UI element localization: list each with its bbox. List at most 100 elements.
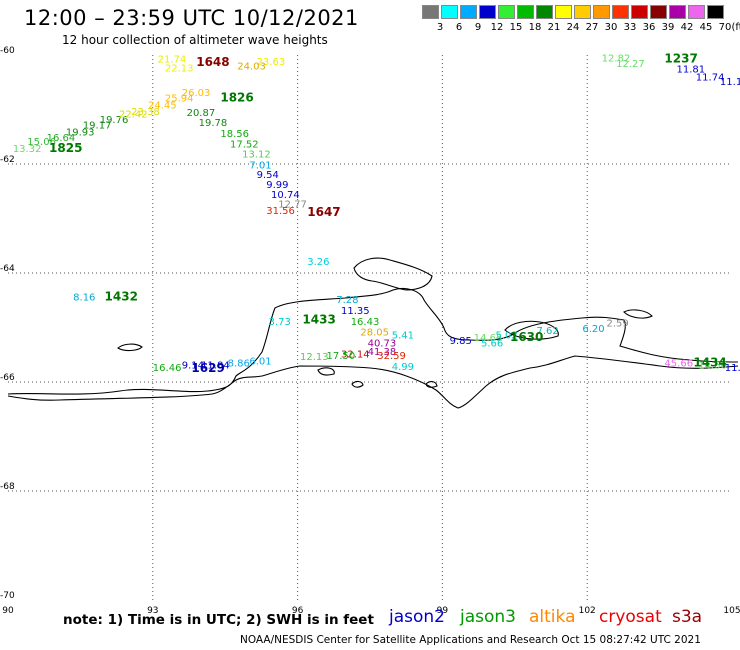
wave-height-label: 11.74 — [696, 73, 725, 84]
scale-swatch — [688, 5, 705, 19]
island-e — [351, 380, 364, 388]
island-d — [317, 367, 335, 376]
wave-height-observations: 13.3215.0616.6419.9319.1719.7622.4223.38… — [13, 54, 740, 375]
wave-height-label: 26.03 — [182, 88, 211, 99]
island-a — [117, 343, 143, 352]
wave-height-label: 3.26 — [307, 257, 329, 268]
legend-jason2: jason2 — [389, 607, 445, 627]
scale-swatch — [612, 5, 629, 19]
legend-altika: altika — [529, 607, 576, 627]
wave-height-label: 8.16 — [73, 292, 95, 303]
lat-tick-label: -68 — [0, 482, 15, 492]
wave-height-label: 8.86 — [228, 359, 250, 370]
scale-label: 18 — [528, 22, 542, 33]
scale-swatch — [555, 5, 572, 19]
scale-label: 45 — [699, 22, 713, 33]
scale-label: 70 — [718, 22, 732, 33]
wave-height-label: 16.46 — [153, 363, 182, 374]
scale-label: 6 — [455, 22, 463, 33]
wave-height-label: 7.28 — [336, 295, 358, 306]
wave-height-label: 40.73 — [368, 339, 397, 350]
lon-tick-label: 105 — [723, 606, 740, 616]
pass-time-label: 1630 — [510, 330, 543, 344]
wave-height-label: 6.20 — [582, 324, 604, 335]
scale-label: 27 — [585, 22, 599, 33]
coastline — [7, 257, 739, 409]
wave-height-label: 11.84 — [201, 360, 230, 371]
wave-height-label: 24.03 — [237, 62, 266, 73]
wave-height-label: 22.42 — [119, 110, 148, 121]
wave-height-label: 22.13 — [165, 63, 194, 74]
scale-swatch — [479, 5, 496, 19]
pass-time-label: 1826 — [220, 90, 253, 104]
wave-height-label: 2.59 — [607, 318, 629, 329]
wave-height-label: 14.66 — [698, 360, 727, 371]
wave-height-label: 11.59 — [725, 363, 740, 374]
wave-height-label: 17.52 — [230, 140, 259, 151]
wave-height-label: 17.50 — [327, 351, 356, 362]
wave-height-label: 31.56 — [266, 206, 295, 217]
wave-height-label: 21.74 — [158, 55, 187, 66]
wave-height-label: 16.64 — [47, 133, 76, 144]
lat-tick-label: -70 — [0, 591, 15, 601]
scale-label: 33 — [623, 22, 637, 33]
wave-height-label: 9.14 — [182, 360, 204, 371]
wave-height-label: 12.77 — [278, 200, 307, 211]
wave-height-label: 5.66 — [481, 339, 503, 350]
lat-tick-label: -60 — [0, 46, 15, 56]
wave-height-label: 4.99 — [392, 362, 414, 373]
island-c — [504, 320, 559, 340]
footer-note: note: 1) Time is in UTC; 2) SWH is in fe… — [63, 612, 374, 628]
pass-time-label: 1648 — [196, 55, 229, 69]
scale-label: 24 — [566, 22, 580, 33]
pass-time-label: 1237 — [664, 52, 697, 66]
wave-height-label: 32.14 — [341, 349, 370, 360]
wave-height-label: 18.56 — [220, 129, 249, 140]
lon-tick-label: 102 — [579, 606, 596, 616]
lat-lon-grid — [8, 55, 732, 600]
island-g — [623, 309, 653, 319]
scale-label: 9 — [474, 22, 482, 33]
wave-height-label: 7.01 — [249, 160, 271, 171]
scale-label: 15 — [509, 22, 523, 33]
wave-height-label: 23.38 — [131, 107, 160, 118]
island-f — [425, 381, 438, 388]
scale-label: 42 — [680, 22, 694, 33]
lon-tick-label: 96 — [292, 606, 304, 616]
wave-height-label: 20.87 — [187, 108, 216, 119]
legend-jason3: jason3 — [460, 607, 516, 627]
pass-time-label: 1432 — [105, 289, 138, 303]
wave-height-label: 15.06 — [27, 137, 56, 148]
island-b — [353, 257, 433, 291]
wave-height-label: 6.01 — [249, 357, 271, 368]
scale-swatch — [593, 5, 610, 19]
wave-height-label: 11.81 — [676, 64, 705, 75]
wave-height-label: 25.94 — [165, 93, 194, 104]
map-title: 12:00 – 23:59 UTC 10/12/2021 — [24, 6, 359, 30]
lon-tick-label: 90 — [2, 606, 14, 616]
antarctic-coastline — [7, 287, 739, 409]
scale-label: 3 — [436, 22, 444, 33]
scale-swatch — [631, 5, 648, 19]
wave-height-label: 12.13 — [300, 352, 329, 363]
lat-tick-label: -66 — [0, 373, 15, 383]
lon-tick-label: 99 — [437, 606, 449, 616]
wave-height-label: 3.73 — [269, 317, 291, 328]
legend-cryosat: cryosat — [599, 607, 662, 627]
credit-line: NOAA/NESDIS Center for Satellite Applica… — [240, 634, 701, 646]
wave-height-label: 12.27 — [616, 59, 645, 70]
wave-height-label: 10.74 — [271, 190, 300, 201]
wave-height-label: 16.43 — [351, 317, 380, 328]
scale-swatch — [422, 5, 439, 19]
scale-swatch — [441, 5, 458, 19]
scale-label: 12 — [490, 22, 504, 33]
scale-swatch — [669, 5, 686, 19]
scale-label: 30 — [604, 22, 618, 33]
pass-time-labels: 1648 1826 1825 1647 1432 1433 1629 1630 1434 1237 — [49, 52, 727, 376]
wave-height-label: 12.82 — [602, 54, 631, 65]
wave-height-label: 9.99 — [266, 180, 288, 191]
pass-time-label: 1434 — [693, 356, 726, 370]
wave-height-label: 19.93 — [66, 128, 95, 139]
wave-height-label: 28.05 — [360, 328, 389, 339]
